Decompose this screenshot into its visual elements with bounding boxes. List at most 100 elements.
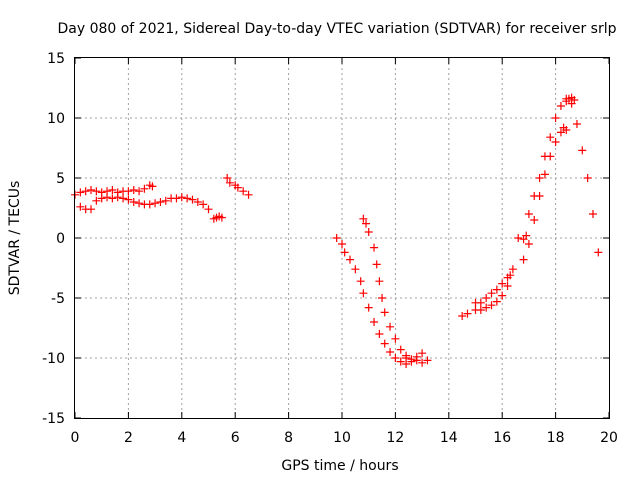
data-point (372, 260, 381, 269)
data-point (346, 255, 355, 264)
data-point (225, 178, 234, 187)
data-point (92, 196, 101, 205)
data-point (239, 187, 248, 196)
data-point (108, 186, 117, 194)
data-point (482, 303, 491, 312)
data-point (418, 358, 427, 367)
data-point (492, 297, 501, 306)
data-point (402, 351, 411, 360)
plot-frame (74, 57, 610, 419)
data-point (76, 202, 85, 211)
data-point (359, 289, 368, 298)
data-point (487, 289, 496, 298)
data-point (183, 194, 192, 203)
series-track-b (76, 202, 96, 214)
data-point (396, 357, 405, 366)
data-point (562, 126, 571, 134)
data-point (519, 255, 528, 264)
data-point (76, 188, 85, 197)
data-point (503, 273, 512, 282)
data-point (487, 301, 496, 310)
series-track-m (524, 94, 603, 257)
data-point (391, 354, 400, 362)
data-point (140, 184, 149, 193)
series-track-h (402, 349, 427, 364)
data-point (503, 282, 512, 290)
data-point (540, 152, 549, 161)
data-point (380, 339, 389, 348)
y-tick-label: 5 (56, 171, 65, 187)
data-point (418, 349, 427, 358)
data-point (375, 330, 384, 338)
x-tick-label: 10 (333, 430, 351, 446)
data-point (412, 352, 421, 361)
data-point (103, 193, 112, 202)
y-tick-label: 10 (47, 111, 65, 127)
series-track-c (92, 193, 213, 214)
data-point (476, 298, 485, 307)
x-tick-label: 2 (124, 430, 133, 446)
data-point (530, 216, 539, 224)
data-point (332, 234, 341, 242)
data-point (522, 231, 531, 240)
data-point (551, 138, 560, 146)
data-point (223, 174, 232, 182)
x-axis-title: GPS time / hours (281, 458, 398, 474)
data-point (498, 279, 507, 288)
data-point (92, 187, 101, 196)
data-point (578, 146, 587, 155)
data-point (351, 265, 360, 274)
data-point (129, 198, 138, 206)
data-point (570, 96, 579, 104)
x-tick-label: 0 (71, 430, 80, 446)
data-point (81, 187, 90, 196)
data-point (540, 170, 549, 179)
x-tick-label: 20 (600, 430, 618, 446)
data-point (87, 186, 96, 194)
y-tick-label: -15 (42, 411, 65, 427)
data-point (535, 174, 544, 182)
data-point (546, 133, 555, 142)
data-point (514, 234, 523, 242)
y-tick-label: -10 (42, 351, 65, 367)
x-tick-label: 6 (231, 430, 240, 446)
data-point (498, 291, 507, 300)
data-point (492, 285, 501, 294)
data-point (148, 182, 157, 191)
data-point (193, 198, 202, 206)
data-point (556, 102, 565, 110)
data-point (508, 265, 517, 274)
data-point (199, 200, 208, 209)
data-point (556, 128, 565, 137)
data-point (588, 210, 597, 218)
y-tick-label: -5 (51, 291, 65, 307)
series-track-d (209, 212, 226, 223)
series-track-j (471, 265, 517, 307)
data-point (177, 193, 186, 202)
data-point (129, 186, 138, 194)
x-tick-label: 4 (177, 430, 186, 446)
data-point (594, 248, 603, 257)
data-point (458, 312, 467, 320)
data-series (71, 93, 603, 368)
data-point (124, 195, 133, 204)
data-point (244, 190, 253, 199)
data-point (386, 348, 395, 356)
data-point (113, 193, 122, 202)
data-point (572, 120, 581, 128)
data-point (524, 210, 533, 218)
data-point (87, 205, 96, 214)
data-point (476, 306, 485, 314)
data-point (370, 318, 379, 326)
data-point (482, 294, 491, 302)
x-tick-label: 16 (493, 430, 511, 446)
grid (75, 58, 609, 418)
x-tick-label: 12 (386, 430, 404, 446)
data-point (396, 345, 405, 354)
data-point (524, 240, 533, 248)
data-point (119, 194, 128, 203)
data-point (356, 277, 365, 286)
x-tick-label: 18 (547, 430, 565, 446)
y-axis-title: SDTVAR / TECUs (7, 181, 23, 296)
